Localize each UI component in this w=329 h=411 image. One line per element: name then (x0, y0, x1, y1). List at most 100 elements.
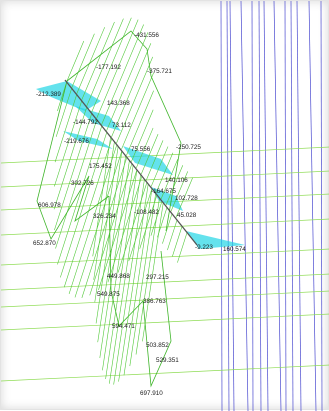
horizontal-line (1, 273, 329, 291)
value-label: -144.792 (73, 119, 98, 126)
hatch-line (136, 127, 154, 169)
hatch-line (101, 24, 144, 125)
hatch-line (96, 19, 139, 119)
hatch-line (55, 118, 98, 249)
outline-lower (108, 195, 172, 388)
hatch-line (160, 158, 179, 200)
hatch-line (118, 183, 149, 382)
hatch-line (102, 164, 134, 371)
vertical-line (220, 1, 223, 411)
hatch-line (172, 226, 183, 257)
vertical-line (284, 1, 287, 411)
negative-region-middle (123, 146, 173, 175)
hatch-line (81, 21, 115, 100)
vertical-line (308, 1, 317, 411)
outline-left (36, 80, 110, 240)
value-labels: -431.556 -177.192 -375.721 -212.389 143.… (33, 32, 246, 397)
hatch-line (155, 152, 174, 193)
hatch-line (66, 40, 85, 82)
negative-region-top (36, 81, 101, 111)
value-label: 102.728 (175, 195, 198, 202)
value-label: 606.978 (38, 202, 61, 209)
hatch-line (54, 93, 78, 163)
outline-right (66, 30, 182, 232)
vertical-line (290, 1, 294, 411)
hatch-line (57, 125, 103, 265)
hatch-line (91, 17, 132, 113)
value-label: 529.351 (156, 357, 179, 364)
hatch-line (109, 174, 142, 384)
value-label: -108.482 (134, 209, 159, 216)
vertical-line (320, 1, 323, 411)
hatch-line (97, 155, 127, 343)
horizontal-line (1, 170, 329, 188)
hatch-line (123, 188, 153, 376)
value-label: 140.106 (165, 177, 188, 184)
hatch-line (116, 56, 153, 144)
value-label: 160.574 (223, 246, 246, 253)
value-label: 449.868 (107, 273, 130, 280)
hatch-line (145, 140, 164, 181)
vertical-line (229, 1, 235, 411)
main-member (64, 79, 198, 246)
hatch-line (95, 150, 123, 324)
horizontal-line (1, 218, 329, 236)
value-label: -219.676 (64, 138, 89, 145)
value-label: 45.028 (177, 212, 197, 219)
negative-region-upper-left (75, 106, 121, 131)
hatch-line (54, 112, 93, 231)
value-label: -212.389 (36, 91, 61, 98)
hatch-line (167, 219, 178, 251)
hatch-line (142, 202, 164, 342)
vertical-line (240, 1, 249, 411)
value-label: -164.675 (151, 188, 176, 195)
value-label: 652.870 (33, 240, 56, 247)
value-label: 175.452 (89, 163, 112, 170)
hatch-line (131, 109, 154, 162)
hatch-line (89, 163, 133, 296)
value-label: 503.852 (146, 342, 169, 349)
vertical-line (273, 1, 282, 411)
hatch-line (113, 178, 145, 385)
value-label: 143.368 (107, 100, 130, 107)
hatch-line (98, 169, 138, 291)
hatch-line (54, 99, 83, 187)
hatch-line (129, 193, 157, 367)
hatch-line (135, 197, 160, 355)
hatch-line (177, 232, 188, 263)
hatch-line (55, 87, 73, 137)
positive-hatching (53, 17, 193, 385)
vertical-line (251, 1, 254, 411)
value-label: 73.112 (112, 122, 131, 129)
hatch-line (162, 213, 173, 244)
diagram-outlines (36, 30, 182, 388)
hatch-line (140, 134, 159, 175)
value-label: -177.192 (96, 64, 121, 71)
value-label: -9.223 (195, 244, 213, 251)
value-label: -431.556 (134, 32, 159, 39)
hatch-line (128, 188, 153, 262)
hatch-line (93, 140, 115, 280)
value-label: 594.471 (112, 323, 135, 330)
hatch-line (106, 32, 149, 131)
value-label: 386.763 (143, 298, 166, 305)
vertical-line (263, 1, 269, 411)
horizontal-line (1, 290, 329, 308)
hatch-line (105, 169, 138, 380)
hatch-line (63, 137, 113, 288)
hatch-line (99, 159, 130, 358)
hatch-line (81, 156, 128, 298)
negative-region-left (63, 131, 113, 149)
hatch-line (86, 18, 124, 106)
value-label: -250.725 (176, 144, 201, 151)
hatch-line (150, 146, 169, 187)
negative-region-middle-lower (151, 187, 183, 211)
hatch-line (53, 106, 88, 210)
hatch-line (170, 171, 189, 212)
vertical-line (226, 1, 230, 411)
hatch-line (175, 177, 193, 218)
horizontal-line (1, 364, 329, 382)
vertical-line (296, 1, 302, 411)
